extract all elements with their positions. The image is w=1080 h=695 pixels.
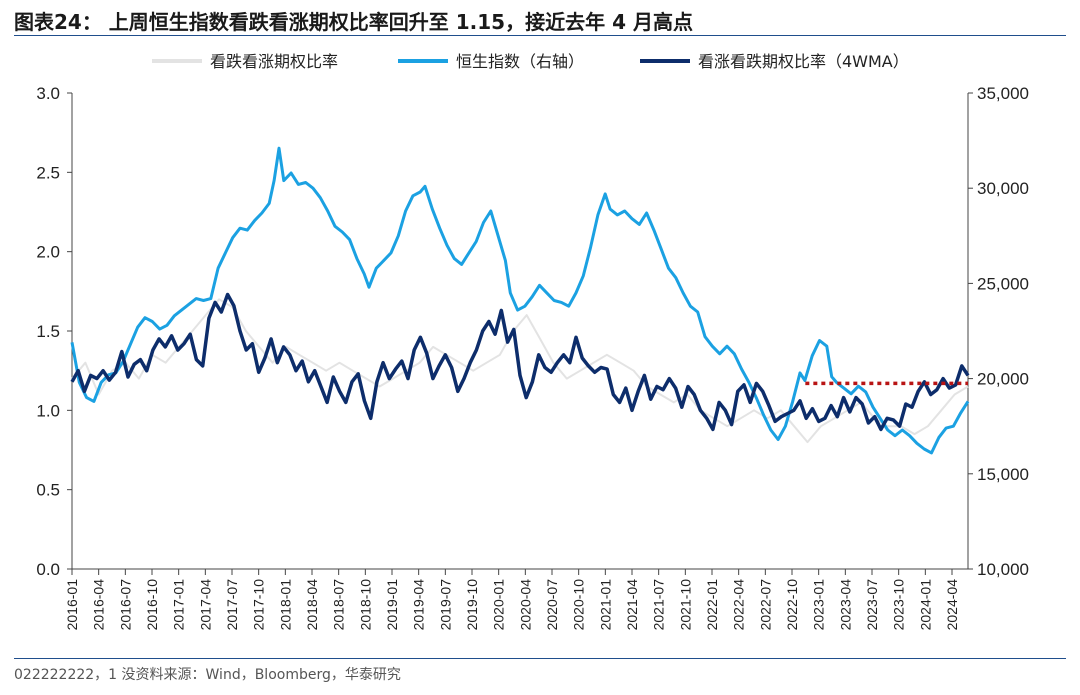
x-tick-label-25: 2022-04 [731,579,747,631]
x-tick-label-12: 2019-01 [384,579,400,631]
x-tick-label-22: 2021-07 [651,579,667,631]
right-tick-label-3: 25,000 [977,274,1029,293]
x-tick-label-26: 2022-07 [757,579,773,631]
x-tick-label-3: 2016-10 [144,579,160,631]
x-tick-label-21: 2021-04 [624,579,640,631]
x-tick-label-29: 2023-04 [837,579,853,631]
x-tick-label-16: 2020-01 [491,579,507,631]
x-tick-label-10: 2018-07 [331,579,347,631]
x-tick-label-6: 2017-07 [224,579,240,631]
x-tick-label-1: 2016-04 [91,579,107,631]
left-tick-label-1: 0.5 [36,481,60,500]
right-tick-label-2: 20,000 [977,370,1029,389]
left-tick-label-2: 1.0 [36,401,60,420]
x-tick-label-20: 2021-01 [597,579,613,631]
x-tick-label-11: 2018-10 [357,579,373,631]
left-tick-label-3: 1.5 [36,322,60,341]
x-tick-label-28: 2023-01 [811,579,827,631]
left-tick-label-0: 0.0 [36,560,60,579]
left-tick-label-4: 2.0 [36,243,60,262]
series-line-1 [70,146,970,455]
x-tick-label-30: 2023-07 [864,579,880,631]
x-tick-label-24: 2022-01 [704,579,720,631]
x-tick-label-8: 2018-01 [277,579,293,631]
source-note: 022222222，1 没资料来源：Wind，Bloomberg，华泰研究 [14,667,401,683]
x-tick-label-31: 2023-10 [891,579,907,631]
x-tick-label-15: 2019-10 [464,579,480,631]
x-tick-label-9: 2018-04 [304,579,320,631]
right-tick-label-1: 15,000 [977,465,1029,484]
right-tick-label-5: 35,000 [977,84,1029,103]
x-tick-label-7: 2017-10 [251,579,267,631]
right-tick-label-0: 10,000 [977,560,1029,579]
x-tick-label-32: 2024-01 [917,579,933,631]
series-line-0 [71,298,969,444]
x-tick-label-4: 2017-01 [171,579,187,631]
legend-label-0: 看跌看涨期权比率 [210,52,338,71]
figure-title: 图表24： 上周恒生指数看跌看涨期权比率回升至 1.15，接近去年 4 月高点 [14,10,693,34]
series-line-2 [70,292,970,432]
x-tick-label-18: 2020-07 [544,579,560,631]
x-tick-label-2: 2016-07 [117,579,133,631]
x-tick-label-23: 2021-10 [677,579,693,631]
x-tick-label-33: 2024-04 [944,579,960,631]
legend-label-1: 恒生指数（右轴） [456,52,584,71]
left-tick-label-5: 2.5 [36,163,60,182]
footer-rule [14,658,1066,659]
x-tick-label-14: 2019-07 [437,579,453,631]
x-tick-label-27: 2022-10 [784,579,800,631]
x-tick-label-17: 2020-04 [517,579,533,631]
right-tick-label-4: 30,000 [977,179,1029,198]
x-tick-label-13: 2019-04 [411,579,427,631]
legend-label-2: 看涨看跌期权比率（4WMA） [698,52,909,71]
left-tick-label-6: 3.0 [36,84,60,103]
x-tick-label-0: 2016-01 [64,579,80,631]
x-tick-label-5: 2017-04 [197,579,213,631]
x-tick-label-19: 2020-10 [571,579,587,631]
title-rule [14,35,1066,36]
